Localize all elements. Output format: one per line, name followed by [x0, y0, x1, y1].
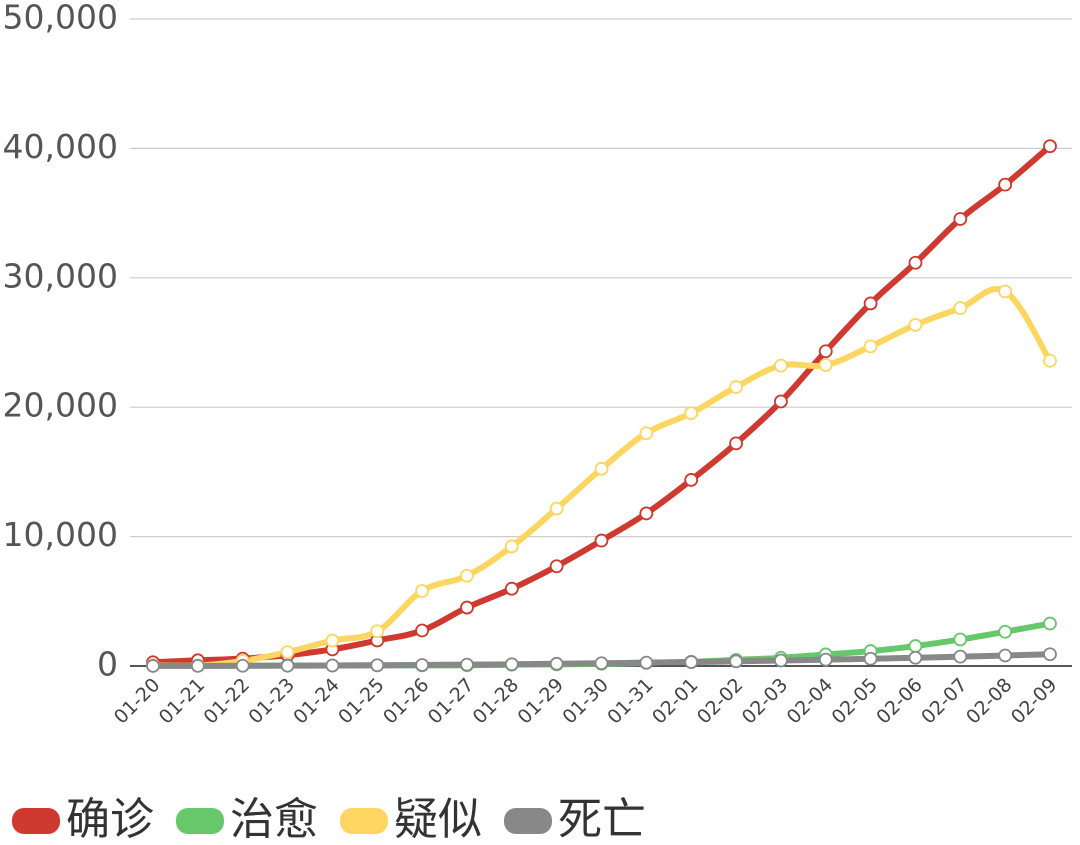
data-point [908, 650, 923, 665]
data-point [953, 212, 968, 226]
data-point [684, 473, 699, 487]
y-tick-label: 50,000 [3, 0, 118, 37]
data-point [1043, 139, 1057, 154]
data-point [460, 600, 474, 615]
x-tick-label: 02-02 [693, 674, 748, 729]
data-point [639, 426, 654, 441]
x-tick-label: 01-30 [558, 674, 613, 729]
data-point [908, 639, 923, 653]
data-point [998, 648, 1013, 663]
x-tick-label: 02-04 [783, 674, 838, 729]
data-point [639, 506, 654, 521]
data-point [1043, 647, 1057, 662]
data-point [863, 296, 878, 311]
data-point [460, 568, 474, 583]
data-point [684, 655, 699, 669]
x-tick-label: 01-27 [424, 674, 479, 729]
data-point [908, 318, 923, 332]
data-point [190, 658, 205, 673]
legend-label: 治愈 [230, 794, 318, 845]
legend-label: 确诊 [66, 794, 154, 845]
x-tick-label: 01-20 [110, 674, 165, 729]
legend-swatch [12, 808, 60, 834]
x-tick-label: 02-05 [827, 674, 882, 729]
data-point [953, 649, 968, 664]
y-tick-label: 40,000 [3, 127, 118, 166]
data-point [998, 177, 1013, 192]
x-tick-label: 02-03 [738, 674, 793, 729]
data-point [863, 651, 878, 666]
data-point [325, 658, 340, 673]
y-tick-label: 0 [97, 645, 118, 684]
data-point [729, 654, 743, 669]
x-tick-label: 02-08 [962, 674, 1017, 729]
data-point [594, 656, 609, 671]
y-tick-label: 20,000 [3, 386, 118, 425]
x-tick-label: 01-24 [289, 674, 344, 729]
data-point [774, 358, 788, 373]
data-point [504, 657, 519, 672]
data-point [729, 436, 743, 451]
data-point [594, 533, 609, 548]
data-point [818, 652, 833, 667]
data-point [998, 624, 1013, 639]
data-point [415, 623, 430, 638]
data-point [729, 380, 743, 394]
x-tick-label: 01-26 [379, 674, 434, 729]
x-tick-label: 02-09 [1007, 674, 1062, 729]
x-tick-label: 01-28 [469, 674, 524, 729]
data-point [774, 653, 788, 668]
data-point [235, 658, 250, 673]
data-point [594, 461, 609, 476]
data-point [370, 658, 385, 673]
data-point [818, 344, 833, 359]
data-point [774, 394, 788, 409]
data-point [280, 645, 295, 660]
y-tick-label: 10,000 [3, 515, 118, 554]
data-point [953, 301, 968, 316]
x-tick-label: 01-22 [200, 674, 255, 729]
data-point [1043, 616, 1057, 631]
data-point [818, 358, 833, 372]
x-tick-label: 02-06 [872, 674, 927, 729]
data-point [549, 501, 564, 516]
legend-label: 疑似 [394, 794, 482, 845]
data-point [146, 659, 160, 673]
data-point [504, 581, 519, 596]
data-point [639, 655, 654, 670]
data-point [415, 658, 430, 672]
data-point [1043, 353, 1057, 368]
data-point [863, 339, 878, 354]
data-point [415, 584, 430, 598]
x-tick-label: 01-21 [155, 674, 210, 729]
x-tick-label: 01-31 [603, 674, 658, 729]
x-tick-label: 01-25 [334, 674, 389, 729]
legend-swatch [504, 808, 552, 834]
x-tick-label: 01-29 [513, 674, 568, 729]
data-point [280, 658, 295, 673]
series-line [150, 286, 1053, 669]
data-point [325, 633, 340, 648]
x-tick-label: 02-07 [917, 674, 972, 729]
data-point [953, 632, 968, 647]
data-point [684, 406, 699, 421]
x-tick-label: 01-23 [244, 674, 299, 729]
legend-swatch [340, 808, 388, 834]
y-tick-label: 30,000 [3, 256, 118, 295]
data-point [998, 284, 1013, 299]
legend-swatch [176, 808, 224, 834]
data-point [370, 624, 385, 639]
series-line [150, 143, 1053, 666]
data-point [549, 559, 564, 574]
legend-label: 死亡 [558, 794, 646, 845]
data-point [549, 656, 564, 671]
data-point [504, 539, 519, 554]
data-point [908, 255, 923, 270]
data-point [460, 657, 474, 672]
x-tick-label: 02-01 [648, 674, 703, 729]
